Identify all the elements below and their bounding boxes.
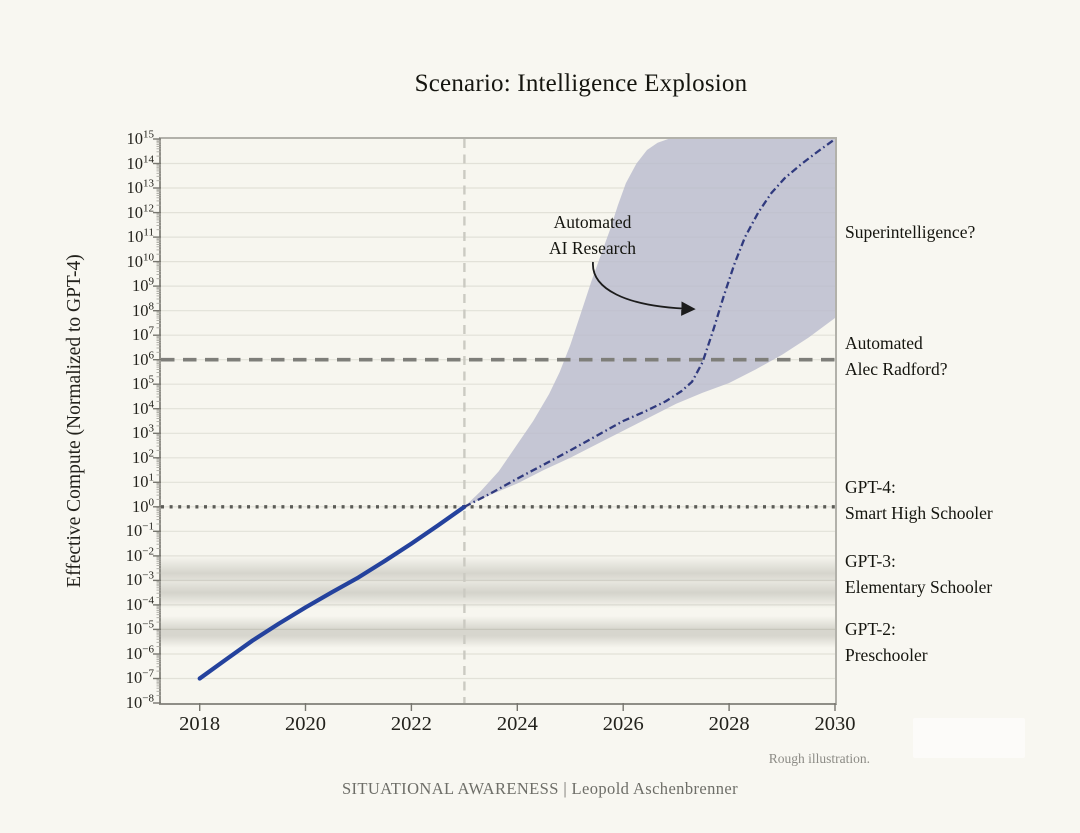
- x-tick-label-2026: 2026: [602, 713, 644, 735]
- y-tick-label-10e-7: 10−7: [125, 667, 154, 688]
- y-tick-label-10e-8: 10−8: [125, 692, 154, 712]
- label-gpt3-elementary-schooler: GPT-3: Elementary Schooler: [845, 551, 993, 597]
- annotation-line-2: AI Research: [549, 238, 636, 258]
- faded-watermark-patch: [913, 718, 1025, 758]
- annotation-line-1: Automated: [553, 212, 632, 232]
- label-automated-alec-radford: Automated Alec Radford?: [845, 333, 948, 379]
- y-tick-label-10e3: 103: [132, 422, 154, 443]
- chart-canvas: [153, 138, 836, 711]
- x-tick-label-2022: 2022: [390, 713, 432, 735]
- annotation-arrow: [592, 261, 696, 316]
- plot-area: [153, 137, 837, 711]
- uncertainty-band: [464, 139, 835, 507]
- brand-footer: SITUATIONAL AWARENESS | Leopold Aschenbr…: [341, 779, 739, 798]
- y-tick-label-10e14: 1014: [126, 153, 155, 173]
- x-tick-label-2028: 2028: [708, 713, 750, 735]
- historical-compute-line: [197, 504, 467, 681]
- x-tick-label-2024: 2024: [496, 713, 538, 735]
- y-tick-label-10e-6: 10−6: [125, 643, 154, 663]
- y-tick-label-10e7: 107: [132, 324, 154, 345]
- label-gpt4-smart-high-schooler: GPT-4: Smart High Schooler: [845, 477, 993, 523]
- y-tick-label-10e6: 106: [132, 349, 154, 369]
- y-tick-label-10e15: 1015: [126, 128, 155, 148]
- rough-illustration-note: Rough illustration.: [768, 751, 870, 766]
- label-superintelligence: Superintelligence?: [845, 222, 976, 242]
- y-tick-label-10e-4: 10−4: [125, 594, 154, 614]
- y-tick-label-10e-3: 10−3: [125, 569, 154, 590]
- x-tick-label-2030: 2030: [814, 713, 856, 735]
- y-tick-label-10e5: 105: [132, 373, 154, 394]
- projected-compute-line: [463, 138, 836, 508]
- y-tick-label-10e-5: 10−5: [125, 618, 154, 639]
- gpt3-level-band: [161, 555, 835, 609]
- automated-ai-research-annotation: Automated AI Research: [530, 209, 655, 261]
- y-tick-label-10e12: 1012: [126, 202, 155, 222]
- gpt2-level-band: [161, 615, 835, 648]
- y-tick-label-10e8: 108: [132, 300, 154, 320]
- y-tick-label-10e-2: 10−2: [125, 545, 154, 565]
- y-tick-label-10e11: 1011: [126, 226, 154, 247]
- y-tick-label-10e9: 109: [132, 275, 154, 296]
- y-tick-label-10e2: 102: [132, 447, 154, 467]
- y-tick-label-10e13: 1013: [126, 177, 155, 198]
- y-tick-label-10e0: 100: [132, 496, 154, 516]
- x-tick-label-2018: 2018: [179, 713, 221, 735]
- x-tick-label-2020: 2020: [285, 713, 327, 735]
- y-tick-label-10e-1: 10−1: [125, 520, 154, 541]
- label-gpt2-preschooler: GPT-2: Preschooler: [845, 619, 928, 665]
- y-tick-label-10e1: 101: [132, 471, 154, 492]
- chart-title: Scenario: Intelligence Explosion: [414, 70, 748, 97]
- y-tick-label-10e10: 1010: [126, 251, 155, 271]
- y-tick-label-10e4: 104: [132, 398, 154, 418]
